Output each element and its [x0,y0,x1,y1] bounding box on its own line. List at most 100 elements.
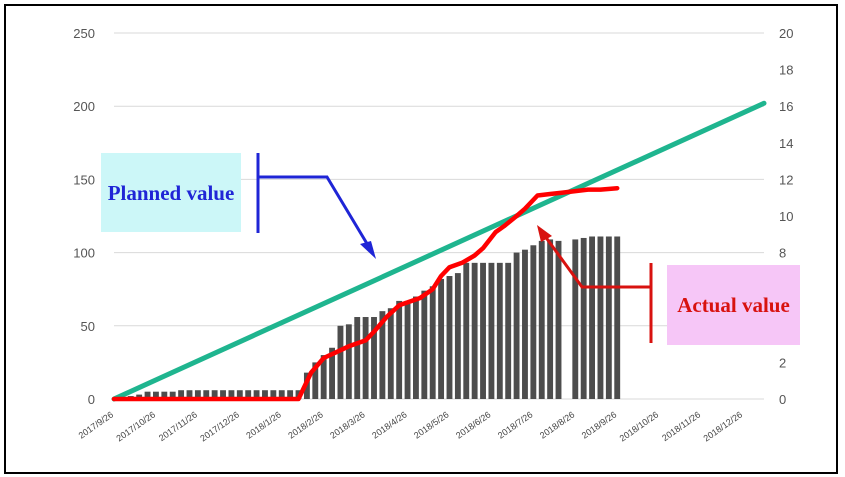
y-axis-right-ticks: 20181614121086420 [779,26,793,407]
y-tick-right: 20 [779,26,793,41]
actual-arrowhead [537,225,552,242]
bar [387,308,394,399]
x-tick: 2018/3/26 [328,409,367,440]
bar [194,390,201,399]
bar [337,325,344,399]
y-tick-right: 0 [779,392,786,407]
bar [236,390,243,399]
x-tick: 2017/10/26 [114,409,157,443]
bar [371,317,377,399]
actual-value-label: Actual value [677,293,790,317]
x-tick: 2018/1/26 [244,409,283,440]
bar [220,390,226,399]
bar [614,236,621,399]
callout-arrows [256,153,653,343]
planned-arrowhead [360,241,376,259]
planned-value-line [111,100,767,402]
bar [379,311,386,399]
bar [253,390,260,399]
bar [153,391,159,399]
x-tick: 2018/10/26 [618,409,661,443]
bar [463,262,470,399]
bar [169,391,176,399]
planned-value-callout: Planned value [101,153,241,232]
x-tick: 2018/4/26 [370,409,409,440]
y-tick-right: 16 [779,99,793,114]
bar [505,262,512,399]
bar [480,262,486,399]
bar [362,317,369,399]
y-tick-right: 2 [779,355,786,370]
bar [429,286,436,399]
bar [270,390,277,399]
bar [438,278,445,399]
y-tick-left: 50 [81,319,95,334]
x-tick: 2018/5/26 [412,409,451,440]
bar [597,236,604,399]
bar [278,390,285,399]
bar [354,317,361,399]
series-lines [111,100,767,402]
bar [345,324,352,399]
x-tick: 2017/9/26 [77,409,116,440]
planned-value-label: Planned value [107,180,235,205]
bar [589,236,595,399]
x-tick: 2018/2/26 [286,409,325,440]
bar [404,300,411,399]
bar [580,237,587,399]
planned-arrow-line [258,175,374,253]
y-axis-left-ticks: 250 200 150 100 50 0 [73,26,95,407]
chart-frame [4,4,838,474]
x-tick: 2018/6/26 [454,409,493,440]
y-tick-left: 150 [73,172,95,187]
bar [178,390,185,399]
x-tick: 2018/9/26 [580,409,619,440]
bar [488,262,495,399]
x-tick: 2017/12/26 [198,409,241,443]
bar [287,390,294,399]
x-tick: 2018/11/26 [660,409,702,443]
bar [320,355,327,399]
bar [161,391,168,399]
y-tick-left: 100 [73,246,95,261]
actual-value-callout: Actual value [667,265,800,345]
x-tick: 2018/12/26 [702,409,745,443]
y-tick-right: 10 [779,209,793,224]
bar [396,300,403,399]
actual-value-line [111,185,620,402]
bar [496,262,503,399]
bar [538,240,545,399]
y-tick-left: 250 [73,26,95,41]
x-tick: 2017/11/26 [157,409,199,443]
bar [572,239,579,399]
y-tick-left: 200 [73,99,95,114]
bar [144,391,151,399]
bar [329,347,335,399]
bar [245,390,252,399]
bar [471,262,478,399]
actual-arrow-line [540,231,651,289]
bar [522,249,528,399]
bar [555,240,562,399]
y-tick-right: 12 [779,172,793,187]
bars [127,236,621,399]
bar [203,390,210,399]
y-tick-left: 0 [88,392,95,407]
bar [513,252,520,399]
bar [312,362,319,399]
bar [446,276,453,399]
x-tick: 2018/8/26 [538,409,577,440]
y-tick-right: 18 [779,63,793,78]
bar [547,239,554,399]
bar [413,296,419,399]
bar [228,390,235,399]
bar [530,245,537,399]
y-tick-right: 14 [779,136,793,151]
bar [211,390,218,399]
bar [605,236,612,399]
bar [454,273,461,399]
bar [186,390,193,399]
bar [262,390,268,399]
bar [421,290,428,399]
